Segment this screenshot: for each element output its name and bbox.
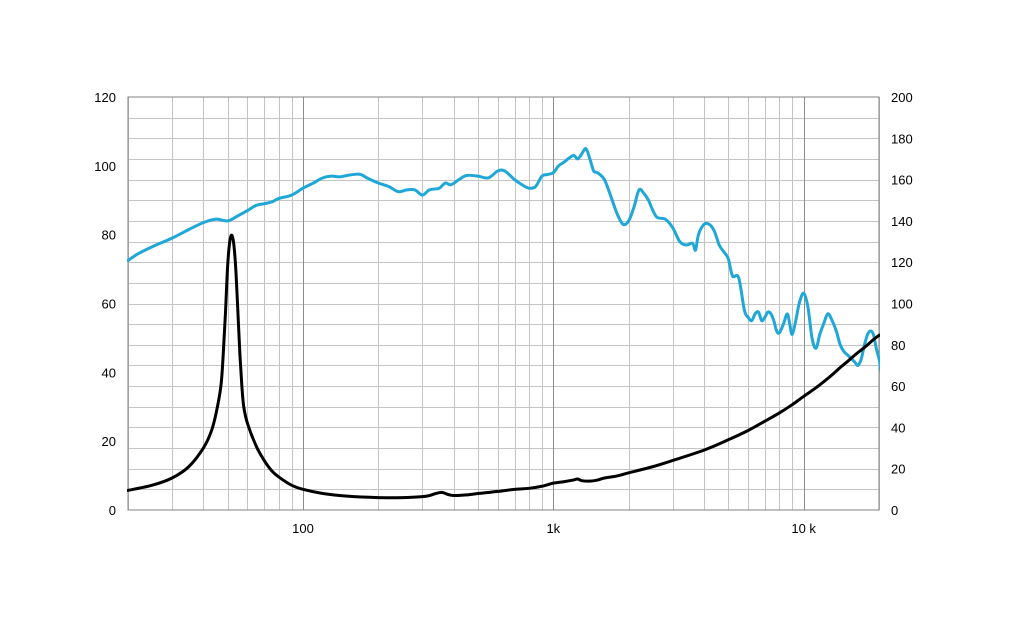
right-y-tick-label: 20 bbox=[891, 462, 905, 477]
right-y-tick-label: 180 bbox=[891, 131, 913, 146]
right-y-tick-label: 120 bbox=[891, 255, 913, 270]
right-y-tick-label: 40 bbox=[891, 420, 905, 435]
right-y-tick-label: 140 bbox=[891, 214, 913, 229]
right-y-tick-label: 80 bbox=[891, 338, 905, 353]
plot-area-frame bbox=[127, 96, 880, 511]
right-y-axis-labels: 0 20 40 60 80 100 120 140 160 180 200 bbox=[891, 90, 913, 518]
right-y-tick-label: 200 bbox=[891, 90, 913, 105]
left-y-tick-label: 120 bbox=[94, 90, 116, 105]
left-y-axis-labels: 0 20 40 60 80 100 120 bbox=[94, 90, 116, 518]
left-y-tick-label: 100 bbox=[94, 159, 116, 174]
minor-gridlines bbox=[128, 97, 880, 510]
left-y-tick-label: 20 bbox=[102, 434, 116, 449]
right-y-tick-label: 160 bbox=[891, 173, 913, 188]
x-tick-label: 1k bbox=[546, 521, 560, 536]
spl-curve bbox=[127, 147, 880, 373]
x-tick-label: 100 bbox=[292, 521, 314, 536]
left-y-tick-label: 40 bbox=[102, 365, 116, 380]
right-y-tick-label: 60 bbox=[891, 379, 905, 394]
left-y-tick-label: 80 bbox=[102, 228, 116, 243]
series-layer bbox=[127, 147, 880, 500]
impedance-curve bbox=[127, 233, 880, 500]
left-y-tick-label: 60 bbox=[102, 297, 116, 312]
right-y-tick-label: 0 bbox=[891, 503, 898, 518]
left-y-tick-label: 0 bbox=[109, 503, 116, 518]
x-axis-labels: 100 1k 10 k bbox=[292, 521, 816, 536]
x-tick-label: 10 k bbox=[791, 521, 816, 536]
right-y-tick-label: 100 bbox=[891, 297, 913, 312]
major-gridlines bbox=[303, 97, 805, 510]
